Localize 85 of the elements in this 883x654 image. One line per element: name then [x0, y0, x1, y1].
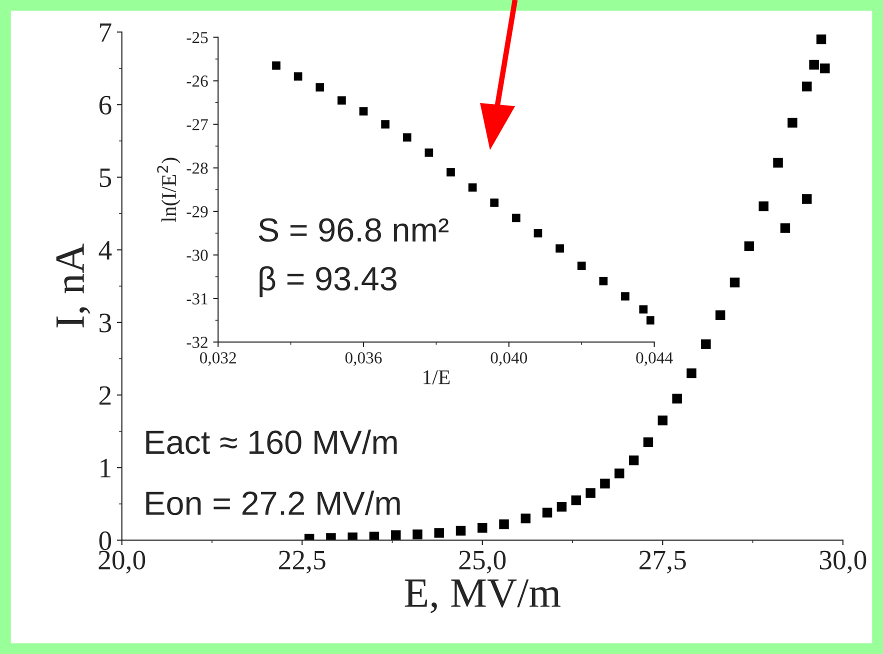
- point: [621, 292, 630, 300]
- x-tick-label: 20,0: [98, 550, 146, 574]
- point: [672, 394, 682, 404]
- point: [600, 478, 610, 488]
- point: [556, 244, 564, 253]
- annotation: Eact ≈ 160 MV/m: [146, 430, 397, 454]
- y-tick-label: 2: [99, 386, 111, 405]
- point: [639, 305, 648, 314]
- y-tick-label: 7: [100, 23, 112, 42]
- point: [646, 316, 654, 324]
- point: [348, 532, 358, 540]
- x-tick-label: 0,044: [636, 352, 673, 366]
- y-tick-label: 0: [99, 531, 112, 550]
- point: [478, 523, 488, 533]
- annotation: Eon = 27.2 MV/m: [146, 490, 400, 516]
- point: [577, 262, 586, 270]
- y-axis-title: I, nA: [56, 244, 90, 328]
- point: [424, 148, 434, 157]
- point: [359, 107, 368, 116]
- point: [542, 508, 552, 518]
- y-tick-label: -30: [186, 250, 208, 261]
- annotation: β = 93.43: [260, 266, 396, 298]
- y-axis-title: ln(I/E$^{2}$): [157, 158, 180, 222]
- point: [758, 201, 768, 212]
- point: [780, 223, 790, 233]
- x-tick-label: 0,040: [490, 352, 528, 366]
- point: [614, 468, 624, 478]
- point: [468, 183, 477, 192]
- point: [730, 278, 740, 288]
- point: [534, 229, 542, 238]
- y-tick-label: -26: [186, 76, 208, 87]
- point: [599, 276, 608, 286]
- point: [556, 502, 567, 512]
- point: [744, 241, 754, 252]
- point: [499, 519, 509, 530]
- point: [643, 437, 654, 448]
- y-tick-label: 5: [100, 168, 112, 188]
- point: [316, 83, 324, 92]
- point: [802, 82, 812, 92]
- point: [369, 532, 380, 540]
- point: [816, 34, 826, 44]
- point: [701, 339, 711, 350]
- point: [381, 120, 390, 129]
- y-tick-label: -32: [186, 336, 208, 348]
- x-tick-label: 0,032: [200, 352, 236, 366]
- point: [686, 368, 696, 378]
- y-tick-label: -25: [186, 32, 208, 44]
- point: [658, 416, 668, 426]
- point: [402, 133, 412, 142]
- y-tick-label: -29: [186, 206, 208, 218]
- point: [338, 96, 346, 105]
- x-tick-label: 30,0: [820, 550, 866, 574]
- point: [520, 514, 531, 524]
- x-axis-title: 1/E: [424, 370, 450, 384]
- x-tick-label: 0,036: [345, 352, 382, 366]
- point: [809, 60, 819, 70]
- point: [294, 72, 302, 81]
- point: [272, 61, 280, 70]
- y-tick-label: -28: [186, 162, 208, 174]
- point: [446, 168, 455, 176]
- y-tick-label: -31: [186, 293, 208, 304]
- x-tick-label: 25,0: [459, 550, 506, 574]
- y-tick-label: 3: [100, 314, 112, 332]
- point: [412, 530, 422, 540]
- point: [820, 63, 830, 74]
- annotation: S = 96.8 nm²: [258, 218, 448, 242]
- point: [628, 455, 639, 466]
- point: [773, 158, 783, 168]
- point: [802, 194, 812, 204]
- y-tick-label: -27: [186, 119, 208, 130]
- y-tick-label: 6: [99, 96, 112, 115]
- y-tick-label: 4: [98, 241, 112, 260]
- point: [434, 528, 444, 538]
- point: [390, 530, 401, 540]
- point: [456, 526, 466, 536]
- x-tick-label: 22,5: [279, 550, 326, 574]
- y-tick-label: 1: [100, 458, 110, 478]
- x-tick-label: 27,5: [640, 550, 686, 574]
- point: [512, 214, 520, 222]
- point: [715, 310, 726, 320]
- point: [571, 495, 581, 506]
- point: [490, 198, 499, 207]
- x-axis-title: E, MV/m: [404, 579, 560, 614]
- point: [788, 118, 798, 128]
- point: [586, 488, 596, 498]
